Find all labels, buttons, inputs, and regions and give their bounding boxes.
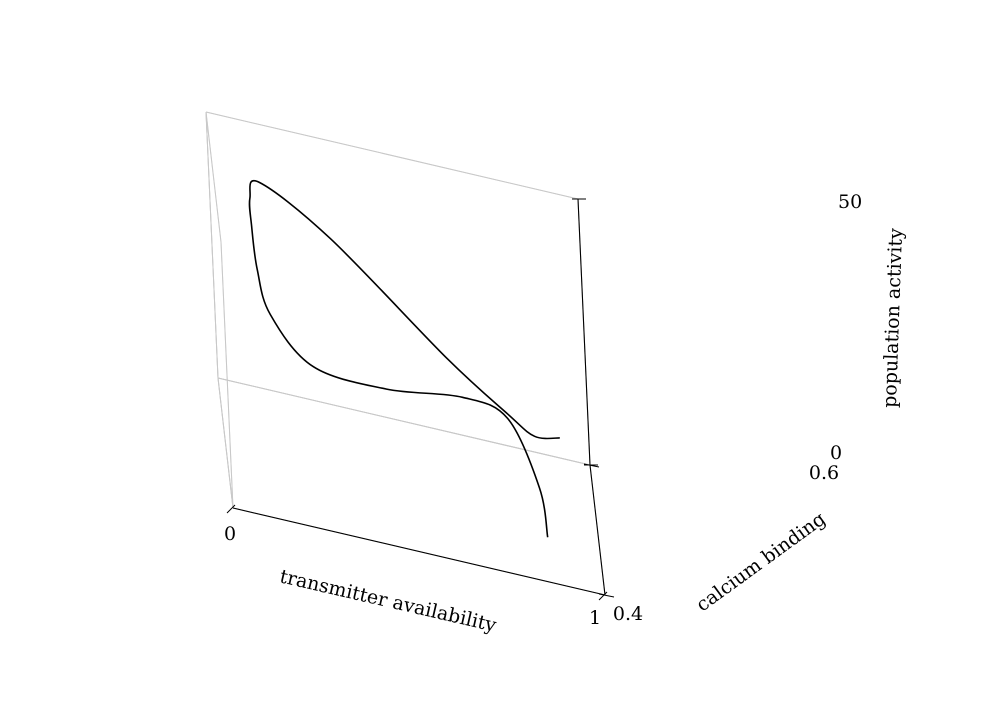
z-gridline xyxy=(217,377,591,466)
axes-lines xyxy=(226,198,615,601)
x-tick-label-1: 1 xyxy=(589,607,601,629)
z-gridline xyxy=(205,111,222,243)
y-tick-label-0: 0.4 xyxy=(613,603,643,625)
z-gridline xyxy=(205,111,579,200)
z-tick-label-1: 50 xyxy=(838,191,862,213)
y-tick-label-1: 0.6 xyxy=(809,462,839,484)
plot-area xyxy=(248,180,560,538)
y-tick-mark xyxy=(598,593,615,598)
z-axis-line xyxy=(577,198,591,466)
x-tick-mark xyxy=(598,591,608,601)
x-tick-mark xyxy=(226,504,236,514)
x-tick-label-0: 0 xyxy=(224,523,236,545)
x-axis-line xyxy=(232,507,606,596)
z-gridline xyxy=(217,377,234,509)
y-gridline xyxy=(220,241,234,509)
y-axis-line xyxy=(589,464,606,596)
y-gridline xyxy=(205,111,219,379)
trajectory-line-0 xyxy=(248,180,560,538)
z-tick-label-0: 0 xyxy=(830,442,842,464)
